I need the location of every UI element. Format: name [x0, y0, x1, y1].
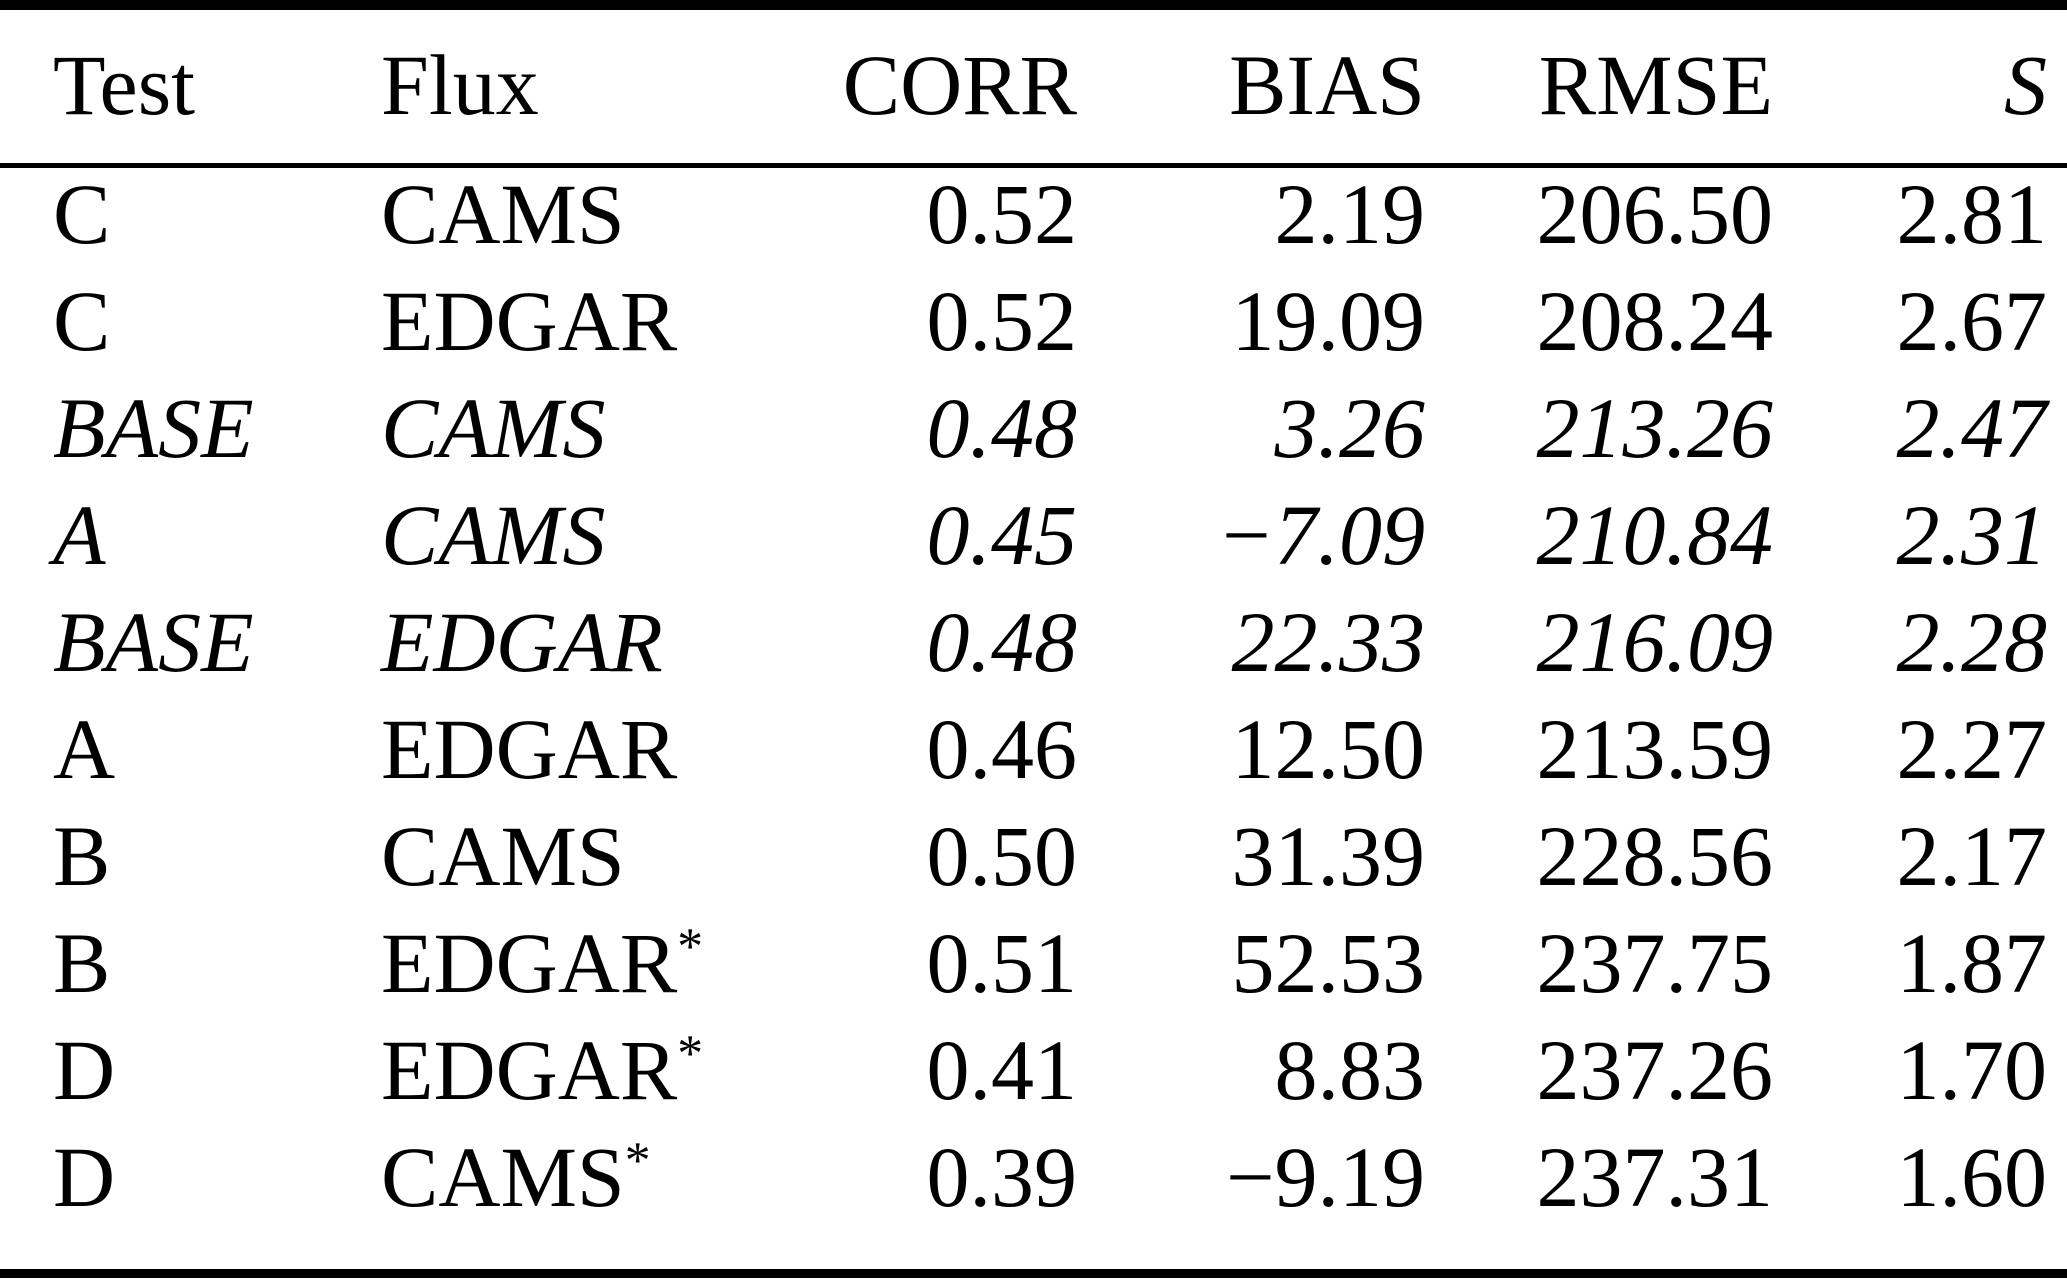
table-row: BASE EDGAR 0.48 22.33 216.09 2.28: [53, 588, 2047, 695]
cell-bias: 12.50: [1231, 700, 1426, 797]
cell-bias: 2.19: [1274, 165, 1426, 262]
cell-flux: CAMS: [381, 160, 723, 267]
table-header-rule: [0, 163, 2067, 168]
cell-s: 1.87: [1896, 914, 2048, 1011]
cell-rmse: 228.56: [1536, 807, 1774, 904]
col-header-bias: BIAS: [1229, 37, 1425, 133]
flux-label: EDGAR: [381, 593, 663, 690]
cell-bias: −7.09: [1216, 486, 1425, 583]
cell-corr: 0.41: [926, 1021, 1078, 1118]
cell-bias: 3.26: [1274, 379, 1426, 476]
cell-corr: 0.48: [926, 379, 1078, 476]
cell-s: 2.31: [1896, 486, 2048, 583]
cell-corr: 0.52: [926, 165, 1078, 262]
cell-bias: 31.39: [1231, 807, 1426, 904]
cell-rmse: 237.75: [1536, 914, 1774, 1011]
flux-asterisk: *: [677, 1025, 704, 1083]
table-row: C CAMS 0.52 2.19 206.50 2.81: [53, 160, 2047, 267]
flux-label: CAMS: [381, 1128, 625, 1225]
cell-corr: 0.51: [926, 914, 1078, 1011]
table-row: A CAMS 0.45 −7.09 210.84 2.31: [53, 481, 2047, 588]
cell-flux: EDGAR: [381, 695, 723, 802]
cell-test: A: [53, 486, 106, 583]
flux-label: CAMS: [381, 165, 625, 262]
flux-asterisk: *: [677, 918, 704, 976]
table-top-rule: [0, 0, 2067, 10]
table-row: C EDGAR 0.52 19.09 208.24 2.67: [53, 267, 2047, 374]
cell-rmse: 213.26: [1536, 379, 1774, 476]
col-header-rmse: RMSE: [1538, 37, 1773, 133]
flux-label: CAMS: [381, 486, 606, 583]
cell-corr: 0.48: [926, 593, 1078, 690]
cell-bias: 8.83: [1274, 1021, 1426, 1118]
flux-label: EDGAR: [381, 700, 678, 797]
table-row: D EDGAR* 0.41 8.83 237.26 1.70: [53, 1016, 2047, 1123]
flux-label: EDGAR: [381, 914, 678, 1011]
cell-corr: 0.39: [926, 1128, 1078, 1225]
cell-rmse: 213.59: [1536, 700, 1774, 797]
table-row: A EDGAR 0.46 12.50 213.59 2.27: [53, 695, 2047, 802]
cell-flux: EDGAR*: [381, 1016, 723, 1123]
cell-flux: CAMS: [381, 481, 723, 588]
table-bottom-rule: [0, 1269, 2067, 1278]
cell-bias: −9.19: [1225, 1128, 1425, 1225]
cell-test: B: [53, 914, 111, 1011]
cell-test: C: [53, 165, 111, 262]
results-table: Test Flux CORR BIAS RMSE S C CAMS 0.52 2…: [53, 10, 2047, 1230]
cell-rmse: 237.31: [1536, 1128, 1774, 1225]
table-header-row: Test Flux CORR BIAS RMSE S: [53, 10, 2047, 160]
cell-s: 2.67: [1896, 272, 2048, 369]
cell-rmse: 210.84: [1536, 486, 1774, 583]
cell-s: 2.27: [1896, 700, 2048, 797]
cell-corr: 0.52: [926, 272, 1078, 369]
cell-rmse: 237.26: [1536, 1021, 1774, 1118]
cell-test: C: [53, 272, 111, 369]
cell-corr: 0.46: [926, 700, 1078, 797]
cell-flux: CAMS*: [381, 1123, 723, 1230]
cell-test: BASE: [53, 379, 254, 476]
cell-test: D: [53, 1021, 116, 1118]
cell-s: 2.47: [1896, 379, 2048, 476]
cell-s: 1.60: [1896, 1128, 2048, 1225]
cell-s: 2.81: [1896, 165, 2048, 262]
cell-bias: 22.33: [1231, 593, 1426, 690]
col-header-flux: Flux: [381, 37, 539, 133]
cell-s: 1.70: [1896, 1021, 2048, 1118]
flux-asterisk: *: [624, 1132, 651, 1190]
cell-corr: 0.50: [926, 807, 1078, 904]
flux-label: EDGAR: [381, 272, 678, 369]
col-header-corr: CORR: [842, 37, 1077, 133]
cell-test: A: [53, 700, 116, 797]
cell-flux: CAMS: [381, 802, 723, 909]
cell-test: BASE: [53, 593, 254, 690]
cell-rmse: 216.09: [1536, 593, 1774, 690]
cell-flux: EDGAR: [381, 588, 723, 695]
cell-s: 2.28: [1896, 593, 2048, 690]
cell-rmse: 208.24: [1536, 272, 1774, 369]
flux-label: CAMS: [381, 379, 606, 476]
cell-test: D: [53, 1128, 116, 1225]
cell-flux: EDGAR*: [381, 909, 723, 1016]
cell-bias: 52.53: [1231, 914, 1426, 1011]
col-header-s: S: [2004, 37, 2047, 133]
col-header-test: Test: [53, 37, 196, 133]
cell-rmse: 206.50: [1536, 165, 1774, 262]
table-row: BASE CAMS 0.48 3.26 213.26 2.47: [53, 374, 2047, 481]
table-row: B EDGAR* 0.51 52.53 237.75 1.87: [53, 909, 2047, 1016]
cell-flux: EDGAR: [381, 267, 723, 374]
cell-s: 2.17: [1896, 807, 2048, 904]
cell-corr: 0.45: [926, 486, 1078, 583]
cell-test: B: [53, 807, 111, 904]
cell-flux: CAMS: [381, 374, 723, 481]
flux-label: CAMS: [381, 807, 625, 904]
table-row: B CAMS 0.50 31.39 228.56 2.17: [53, 802, 2047, 909]
flux-label: EDGAR: [381, 1021, 678, 1118]
cell-bias: 19.09: [1231, 272, 1426, 369]
table-row: D CAMS* 0.39 −9.19 237.31 1.60: [53, 1123, 2047, 1230]
